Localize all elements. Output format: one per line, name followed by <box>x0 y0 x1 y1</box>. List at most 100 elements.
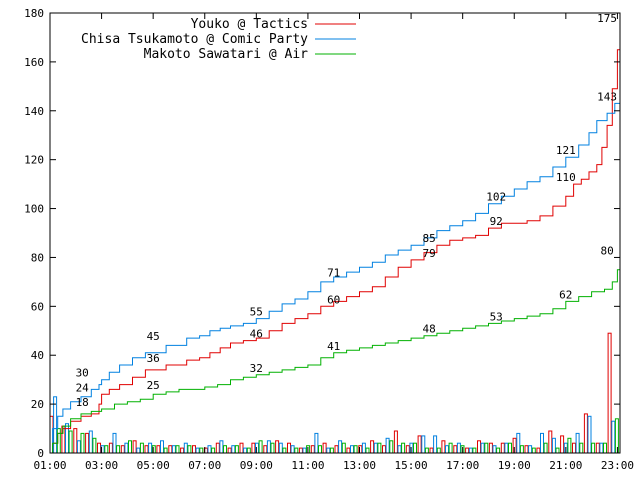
y-tick-label: 20 <box>31 398 44 411</box>
y-tick-label: 100 <box>24 203 44 216</box>
hourly-bar <box>104 445 109 454</box>
hourly-bar <box>528 445 533 454</box>
hourly-bar <box>239 442 244 454</box>
data-label: 41 <box>327 340 340 353</box>
x-tick-label: 23:00 <box>601 459 634 472</box>
hourly-bar <box>270 442 275 454</box>
hourly-bar <box>607 332 612 454</box>
hourly-bar <box>370 440 375 454</box>
x-tick-label: 03:00 <box>85 459 118 472</box>
hourly-bar <box>548 430 553 454</box>
hourly-bar <box>421 435 426 454</box>
data-label: 71 <box>327 266 340 279</box>
y-tick-label: 180 <box>24 7 44 20</box>
hourly-bar <box>477 440 481 454</box>
hourly-bar <box>516 432 521 454</box>
data-label: 55 <box>250 306 263 319</box>
hourly-bar <box>575 432 580 454</box>
data-label: 30 <box>76 367 89 380</box>
hourly-bar <box>350 445 354 454</box>
hourly-bar <box>290 445 295 454</box>
hourly-bar <box>108 442 113 454</box>
hourly-bar <box>373 442 378 454</box>
hourly-bar <box>223 445 227 454</box>
hourly-bar <box>445 445 449 454</box>
hourly-bar <box>480 442 485 454</box>
hourly-bar <box>540 432 544 454</box>
hourly-bar <box>227 447 232 454</box>
hourly-bar <box>65 423 69 454</box>
hourly-bar <box>163 447 168 454</box>
hourly-bar <box>112 432 117 454</box>
y-tick-label: 160 <box>24 56 44 69</box>
hourly-bar <box>219 440 224 454</box>
hourly-bar <box>231 445 236 454</box>
hourly-bar <box>417 435 422 454</box>
hourly-bar <box>275 440 280 454</box>
hourly-bar <box>389 440 394 454</box>
data-label: 85 <box>422 232 435 245</box>
hourly-bar <box>472 447 477 454</box>
hourly-bar <box>120 445 125 454</box>
hourly-bar <box>591 442 596 454</box>
hourly-bar <box>124 442 129 454</box>
hourly-bar <box>183 442 188 454</box>
hourly-bar <box>215 442 220 454</box>
axes-layer: 0 20 40 60 80 100 120 140 160 180 01:00 03:00 05:00 0… <box>24 7 634 472</box>
x-tick-label: 15:00 <box>395 459 428 472</box>
hourly-bar <box>80 432 85 454</box>
legend-entry-label: Youko @ Tactics <box>191 17 308 32</box>
legend-entry-label: Makoto Sawatari @ Air <box>144 47 309 62</box>
hourly-bar <box>536 447 541 454</box>
hourly-bar <box>465 447 470 454</box>
hourly-bar <box>397 445 402 454</box>
hourly-bar <box>377 442 382 454</box>
hourly-bar <box>365 447 370 454</box>
hourly-bar <box>246 447 251 454</box>
data-label: 45 <box>147 330 160 343</box>
hourly-bar <box>599 442 604 454</box>
hourly-bar <box>175 445 180 454</box>
hourly-bar <box>187 445 192 454</box>
hourly-bar <box>144 445 149 454</box>
hourly-bar <box>148 442 153 454</box>
data-label: 60 <box>327 293 340 306</box>
hourly-bar <box>294 447 299 454</box>
hourly-bar <box>341 442 346 454</box>
hourly-bar <box>382 445 386 454</box>
hourly-bar <box>53 396 58 454</box>
hourly-bar <box>551 437 556 454</box>
hourly-bar <box>282 447 287 454</box>
hourly-bar <box>543 442 548 454</box>
hourly-bar <box>429 447 434 454</box>
hourly-bar <box>579 442 584 454</box>
hourly-bar <box>251 442 256 454</box>
hourly-bar <box>302 447 307 454</box>
data-label: 24 <box>76 381 90 394</box>
y-tick-label: 40 <box>31 349 44 362</box>
hourly-bar <box>488 442 493 454</box>
hourly-bar <box>393 430 398 454</box>
x-tick-label: 01:00 <box>33 459 66 472</box>
hourly-bar <box>171 445 176 454</box>
hourly-bar <box>500 442 505 454</box>
hourly-bar <box>413 442 417 454</box>
hourly-bar <box>195 447 200 454</box>
hourly-bars-layer <box>49 332 619 454</box>
data-label: 53 <box>490 310 503 323</box>
hourly-bar <box>318 445 322 454</box>
x-tick-label: 09:00 <box>240 459 273 472</box>
y-tick-label: 120 <box>24 154 44 167</box>
hourly-bar <box>441 440 446 454</box>
hourly-bar <box>484 442 489 454</box>
data-label: 143 <box>597 90 617 103</box>
plot-frame <box>49 12 621 454</box>
data-label: 110 <box>556 171 576 184</box>
hourly-bar <box>199 447 204 454</box>
hourly-bar <box>243 447 248 454</box>
hourly-bar <box>326 447 331 454</box>
series-line <box>50 88 621 454</box>
data-label: 62 <box>559 288 572 301</box>
